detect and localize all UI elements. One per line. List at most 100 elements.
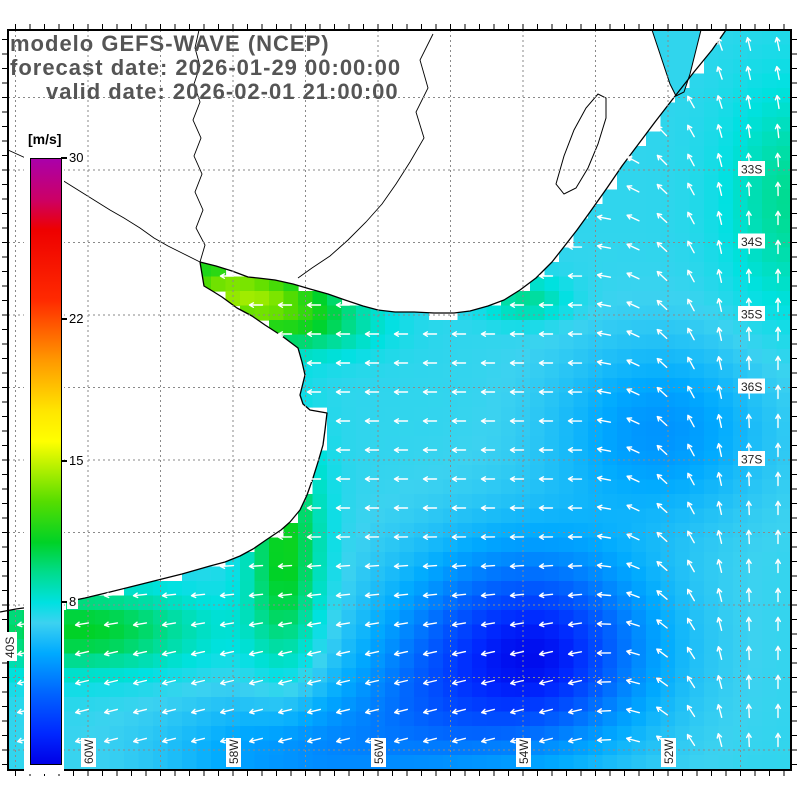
wind-arrow xyxy=(716,617,723,631)
wind-arrow xyxy=(161,621,177,628)
wind-arrow xyxy=(336,679,350,686)
wind-arrow xyxy=(220,708,234,715)
wind-arrow xyxy=(481,708,495,715)
wind-arrow xyxy=(307,708,321,715)
wind-arrow xyxy=(567,534,583,540)
wind-arrow xyxy=(567,273,583,279)
lagoons xyxy=(555,29,702,195)
wind-arrow xyxy=(278,737,292,744)
wind-arrow xyxy=(480,650,496,657)
wind-arrow xyxy=(364,505,380,511)
wind-arrow xyxy=(687,327,695,341)
wind-arrow xyxy=(626,243,640,251)
wind-arrow xyxy=(480,447,496,453)
wind-arrow xyxy=(626,562,640,570)
wind-arrow xyxy=(509,650,525,657)
wind-arrow xyxy=(656,590,668,600)
wind-arrow xyxy=(480,592,496,599)
wind-arrow xyxy=(745,703,752,719)
wind-arrow xyxy=(567,476,583,482)
wind-arrow xyxy=(191,679,205,686)
wind-arrow xyxy=(277,534,293,540)
wind-arrow xyxy=(191,737,205,744)
wind-arrow xyxy=(422,389,438,395)
wind-arrow xyxy=(656,502,668,514)
wind-arrow xyxy=(775,732,781,748)
wind-arrow xyxy=(716,530,723,544)
svg-text:52W: 52W xyxy=(662,739,676,764)
wind-arrow xyxy=(775,442,781,458)
wind-arrow xyxy=(480,534,496,540)
wind-arrow xyxy=(335,621,351,628)
wind-arrow xyxy=(451,476,467,482)
wind-arrow xyxy=(775,471,781,487)
axis-label: 36S xyxy=(741,380,762,394)
wind-arrow xyxy=(775,355,781,371)
wind-arrow xyxy=(656,561,668,571)
wind-arrow xyxy=(716,675,723,689)
wind-arrow xyxy=(74,650,90,657)
wind-arrow xyxy=(364,418,380,424)
wind-arrow xyxy=(626,214,640,222)
axis-label: 58W xyxy=(226,738,241,767)
wind-arrow xyxy=(656,183,668,195)
wind-arrow xyxy=(451,563,467,570)
wind-arrow xyxy=(538,505,554,511)
wind-arrow xyxy=(480,389,496,395)
wind-arrow xyxy=(393,331,409,337)
wind-arrow xyxy=(656,473,668,485)
wind-arrow xyxy=(306,331,322,337)
axis-label: 37S xyxy=(741,453,762,467)
wind-arrow xyxy=(567,244,583,250)
wind-arrow xyxy=(567,592,583,599)
wind-arrow xyxy=(539,708,553,715)
wind-arrow xyxy=(335,592,351,599)
axis-label: 35S xyxy=(741,308,762,322)
wind-arrow xyxy=(191,708,205,715)
wind-arrow xyxy=(219,650,235,657)
wind-arrow xyxy=(568,737,582,744)
wind-arrow xyxy=(567,563,583,569)
wind-arrow xyxy=(626,301,640,309)
wind-arrow xyxy=(716,501,723,515)
wind-arrow xyxy=(306,650,322,657)
wind-arrow xyxy=(248,592,264,599)
wind-arrow xyxy=(103,592,119,599)
wind-arrow xyxy=(745,326,752,342)
wind-arrow xyxy=(538,273,554,279)
wind-arrows xyxy=(16,36,781,748)
wind-arrow xyxy=(335,331,351,337)
wind-arrow xyxy=(626,649,640,656)
colorbar-tick: 30 xyxy=(61,150,86,166)
wind-arrow xyxy=(656,241,668,253)
wind-arrow xyxy=(364,621,380,628)
wind-arrow xyxy=(656,357,668,369)
wind-arrow xyxy=(686,675,696,689)
svg-text:40S: 40S xyxy=(3,637,17,658)
wind-arrow xyxy=(538,389,554,395)
wind-arrow xyxy=(626,156,640,164)
wind-arrow xyxy=(775,529,781,545)
wind-arrow xyxy=(686,617,696,631)
wind-arrow xyxy=(656,444,668,456)
wind-arrow xyxy=(480,360,496,366)
wind-arrow xyxy=(75,708,89,715)
wind-arrow xyxy=(745,210,752,226)
wind-arrow xyxy=(745,674,752,690)
wind-arrow xyxy=(539,679,553,686)
wind-arrow xyxy=(687,530,695,544)
wind-arrow xyxy=(104,708,118,715)
wind-arrow xyxy=(716,559,723,573)
svg-text:56W: 56W xyxy=(372,739,386,764)
wind-arrow xyxy=(335,476,351,482)
wind-arrow xyxy=(480,621,496,628)
wind-arrow xyxy=(626,359,640,367)
wind-arrow xyxy=(567,679,583,686)
wind-arrow xyxy=(480,505,496,511)
wind-arrow xyxy=(451,447,467,453)
wind-arrow xyxy=(365,679,379,686)
wind-arrow xyxy=(248,621,264,628)
wind-arrow xyxy=(306,389,322,395)
wind-arrow xyxy=(596,388,612,395)
colorbar-unit-label: [m/s] xyxy=(28,131,62,147)
